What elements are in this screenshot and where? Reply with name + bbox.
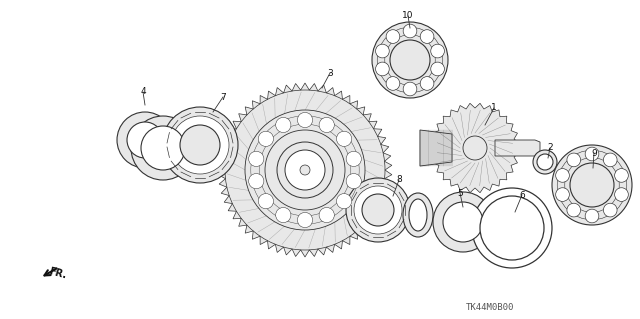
Circle shape: [346, 151, 362, 167]
Text: 8: 8: [396, 175, 402, 184]
Circle shape: [216, 81, 394, 259]
Circle shape: [552, 145, 632, 225]
Circle shape: [420, 30, 434, 43]
Circle shape: [472, 188, 552, 268]
Polygon shape: [430, 103, 520, 193]
Circle shape: [556, 168, 570, 182]
Circle shape: [131, 116, 195, 180]
Circle shape: [362, 194, 394, 226]
Circle shape: [376, 44, 389, 58]
Text: FR.: FR.: [48, 266, 68, 280]
Circle shape: [463, 136, 487, 160]
Circle shape: [533, 150, 557, 174]
Circle shape: [171, 116, 229, 174]
Circle shape: [431, 62, 444, 76]
Circle shape: [249, 151, 264, 167]
Circle shape: [537, 154, 553, 170]
Circle shape: [300, 165, 310, 175]
Circle shape: [403, 82, 417, 96]
Circle shape: [604, 153, 617, 167]
Polygon shape: [420, 130, 452, 166]
Circle shape: [614, 188, 628, 201]
Text: 9: 9: [591, 149, 597, 158]
Ellipse shape: [403, 193, 433, 237]
Circle shape: [604, 203, 617, 217]
Text: 2: 2: [547, 144, 553, 152]
Circle shape: [117, 112, 173, 168]
Text: 6: 6: [519, 190, 525, 199]
Circle shape: [298, 112, 312, 128]
Circle shape: [265, 130, 345, 210]
Circle shape: [319, 207, 334, 223]
Circle shape: [431, 44, 444, 58]
Circle shape: [276, 117, 291, 133]
Circle shape: [249, 174, 264, 189]
Text: TK44M0B00: TK44M0B00: [466, 303, 514, 313]
Circle shape: [277, 142, 333, 198]
Text: 10: 10: [403, 11, 413, 20]
Circle shape: [376, 62, 389, 76]
Polygon shape: [218, 83, 392, 257]
Circle shape: [567, 203, 580, 217]
Circle shape: [276, 207, 291, 223]
Circle shape: [390, 40, 430, 80]
Text: 7: 7: [220, 93, 226, 101]
Text: 3: 3: [327, 69, 333, 78]
Ellipse shape: [409, 199, 427, 231]
Circle shape: [585, 209, 599, 223]
Text: 1: 1: [491, 103, 497, 113]
Circle shape: [285, 150, 325, 190]
Circle shape: [245, 110, 365, 230]
Circle shape: [162, 107, 238, 183]
Text: 5: 5: [457, 189, 463, 197]
Circle shape: [570, 163, 614, 207]
Circle shape: [386, 77, 400, 90]
Circle shape: [298, 212, 312, 227]
Circle shape: [180, 125, 220, 165]
Text: 4: 4: [140, 87, 146, 97]
Circle shape: [346, 178, 410, 242]
Circle shape: [556, 188, 570, 201]
Circle shape: [420, 77, 434, 90]
Circle shape: [614, 168, 628, 182]
Circle shape: [354, 186, 402, 234]
Circle shape: [346, 174, 362, 189]
Circle shape: [259, 194, 273, 209]
Circle shape: [337, 194, 352, 209]
Circle shape: [403, 24, 417, 38]
Circle shape: [386, 30, 400, 43]
Circle shape: [480, 196, 544, 260]
Circle shape: [585, 147, 599, 161]
Circle shape: [372, 22, 448, 98]
Circle shape: [443, 202, 483, 242]
Polygon shape: [495, 140, 540, 156]
Circle shape: [433, 192, 493, 252]
Circle shape: [319, 117, 334, 133]
Circle shape: [141, 126, 185, 170]
Circle shape: [337, 131, 352, 146]
Circle shape: [127, 122, 163, 158]
Circle shape: [567, 153, 580, 167]
Circle shape: [259, 131, 273, 146]
